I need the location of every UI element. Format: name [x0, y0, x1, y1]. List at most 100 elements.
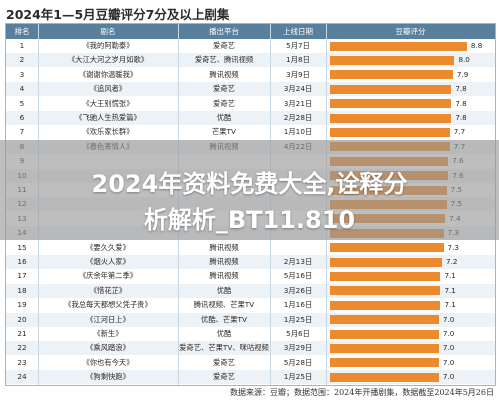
cell-platform: 爱奇艺 [213, 84, 235, 94]
cell-platform: 爱奇艺、腾讯视频 [194, 55, 254, 65]
cell-title: 《乘风踏浪》 [86, 343, 130, 353]
cell-title: 《庆余年第二季》 [78, 271, 138, 281]
cell-platform: 爱奇艺 [213, 372, 235, 382]
cell-platform: 爱奇艺、芒果TV、咪咕视频 [179, 343, 269, 353]
cell-rank: 19 [17, 300, 27, 310]
score-value-label: 7.2 [446, 257, 458, 266]
cell-platform: 腾讯视频 [209, 69, 239, 79]
cell-title: 《欢乐家长群》 [82, 127, 134, 137]
score-value-label: 7.1 [444, 300, 456, 310]
cell-title: 《我的阿勒泰》 [82, 41, 134, 50]
cell-date: 2月13日 [283, 257, 313, 266]
cell-date: 1月8日 [286, 55, 310, 65]
page-title: 2024年1—5月豆瓣评分7分及以上剧集 [6, 7, 230, 22]
cell-platform: 爱奇艺 [213, 98, 235, 108]
cell-rank: 4 [19, 84, 25, 94]
cell-platform: 爱奇艺 [213, 41, 235, 50]
cell-platform: 优酷、芒果TV [201, 314, 247, 324]
score-value-label: 7.3 [447, 242, 459, 252]
cell-title: 《飞驰人生热爱篇》 [75, 113, 141, 122]
cell-title: 《要久久爱》 [86, 242, 130, 252]
cell-date: 3月9日 [286, 69, 310, 79]
score-value-label: 7.0 [442, 372, 455, 382]
score-bar [330, 257, 442, 267]
cell-date: 5月28日 [283, 357, 313, 367]
cell-platform: 腾讯视频 [209, 271, 239, 281]
score-bar [330, 286, 441, 296]
score-value-label: 7.0 [442, 357, 455, 367]
score-bar [330, 343, 439, 353]
cell-platform: 芒果TV [211, 127, 237, 137]
score-value-label: 7.0 [442, 343, 455, 353]
cell-title: 《你也有今天》 [82, 357, 134, 367]
cell-date: 1月25日 [283, 372, 313, 382]
cell-date: 2月28日 [283, 113, 313, 122]
score-bar [330, 41, 467, 51]
cell-rank: 24 [17, 372, 27, 382]
cell-date: 3月29日 [283, 343, 313, 353]
table-header-row: 排名 剧名 播出平台 上线日期 豆瓣评分 [6, 24, 495, 39]
cell-date: 5月6日 [286, 329, 310, 338]
cell-platform: 腾讯视频 [209, 257, 239, 266]
cell-date: 1月25日 [283, 314, 313, 324]
score-bar [330, 329, 439, 339]
score-value-label: 7.8 [455, 84, 467, 94]
score-value-label: 7.1 [444, 285, 456, 295]
cell-date: 3月21日 [283, 98, 313, 108]
cell-rank: 3 [19, 69, 25, 79]
cell-rank: 2 [19, 55, 25, 65]
cell-platform: 优酷 [216, 285, 232, 295]
score-bar [330, 315, 439, 325]
cell-platform: 腾讯视频、芒果TV [193, 300, 255, 310]
score-value-label: 7.0 [442, 314, 455, 324]
cell-rank: 15 [17, 242, 27, 252]
cell-rank: 22 [17, 343, 27, 353]
score-value-label: 7.7 [453, 127, 466, 137]
score-value-label: 7.9 [456, 69, 469, 79]
cell-date [270, 241, 326, 255]
banner-line-2: 析解析_BT11.810 [143, 206, 356, 234]
score-bar [330, 70, 453, 80]
score-bar [330, 84, 452, 94]
score-bar [330, 55, 455, 65]
score-bar [330, 113, 452, 123]
header-platform: 播出平台 [209, 27, 239, 36]
cell-rank: 16 [17, 257, 27, 266]
cell-platform: 优酷 [216, 329, 232, 338]
cell-date: 3月26日 [283, 285, 313, 295]
cell-rank: 17 [17, 271, 27, 281]
score-bar [330, 99, 452, 109]
watermark-banner: 2024年资料免费大全,诠释分 析解析_BT11.810 [0, 140, 499, 240]
score-value-label: 7.1 [444, 271, 456, 281]
score-value-label: 8.0 [458, 55, 470, 65]
cell-rank: 20 [17, 314, 27, 324]
cell-rank: 21 [17, 329, 27, 338]
score-bar [330, 271, 441, 281]
header-title: 剧名 [100, 27, 116, 36]
header-date: 上线日期 [283, 27, 313, 36]
cell-title: 《江河日上》 [86, 314, 130, 324]
cell-platform: 优酷 [216, 113, 232, 122]
cell-date: 5月7日 [286, 41, 310, 50]
cell-date: 1月16日 [283, 300, 313, 310]
score-bar [330, 243, 444, 253]
score-value-label: 7.8 [455, 98, 467, 108]
banner-line-1: 2024年资料免费大全,诠释分 [91, 170, 408, 198]
cell-rank: 7 [19, 127, 25, 137]
cell-date: 3月24日 [283, 84, 313, 94]
cell-title: 《大王别慌张》 [82, 98, 134, 108]
score-value-label: 7.8 [455, 113, 467, 122]
cell-rank: 6 [19, 113, 25, 122]
cell-title: 《狗剩快跑》 [86, 372, 130, 382]
cell-title: 《新生》 [93, 329, 123, 338]
cell-date: 5月16日 [283, 271, 313, 281]
cell-rank: 23 [17, 357, 27, 367]
score-bar [330, 358, 439, 368]
cell-title: 《我总每天都想父凭子贵》 [64, 300, 152, 310]
cell-rank: 18 [17, 285, 27, 295]
score-bar [330, 127, 450, 137]
source-footer: 数据来源：豆瓣；数据范围：2024年开播剧集，数据截至2024年5月26日 [230, 388, 494, 397]
cell-rank: 1 [19, 41, 25, 50]
cell-title: 《大江大河之岁月如歌》 [67, 55, 149, 65]
header-score: 豆瓣评分 [395, 27, 426, 36]
